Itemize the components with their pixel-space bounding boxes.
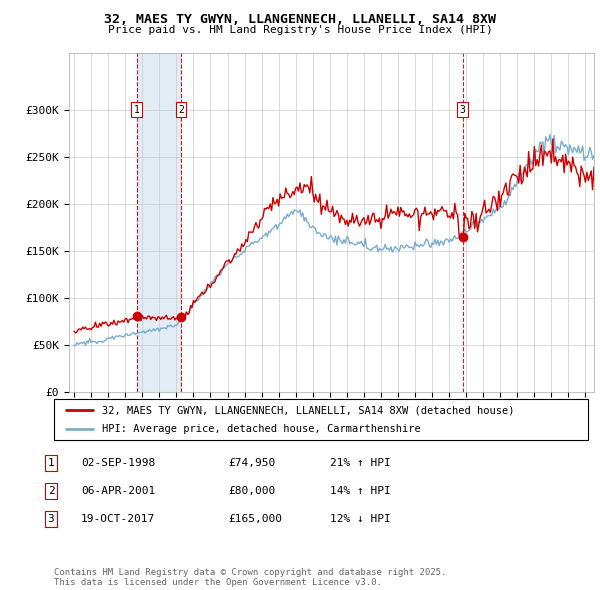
Text: 2: 2 [47,486,55,496]
Text: 12% ↓ HPI: 12% ↓ HPI [330,514,391,524]
Text: Contains HM Land Registry data © Crown copyright and database right 2025.
This d: Contains HM Land Registry data © Crown c… [54,568,446,587]
Text: 3: 3 [460,104,466,114]
Text: 06-APR-2001: 06-APR-2001 [81,486,155,496]
Text: 2: 2 [178,104,184,114]
Text: 02-SEP-1998: 02-SEP-1998 [81,458,155,468]
Text: £80,000: £80,000 [228,486,275,496]
Text: 19-OCT-2017: 19-OCT-2017 [81,514,155,524]
Text: £165,000: £165,000 [228,514,282,524]
Text: 21% ↑ HPI: 21% ↑ HPI [330,458,391,468]
Text: 32, MAES TY GWYN, LLANGENNECH, LLANELLI, SA14 8XW (detached house): 32, MAES TY GWYN, LLANGENNECH, LLANELLI,… [102,405,515,415]
Text: 32, MAES TY GWYN, LLANGENNECH, LLANELLI, SA14 8XW: 32, MAES TY GWYN, LLANGENNECH, LLANELLI,… [104,13,496,26]
Text: Price paid vs. HM Land Registry's House Price Index (HPI): Price paid vs. HM Land Registry's House … [107,25,493,35]
Text: 1: 1 [47,458,55,468]
Text: 14% ↑ HPI: 14% ↑ HPI [330,486,391,496]
FancyBboxPatch shape [54,399,588,440]
Text: 3: 3 [47,514,55,524]
Bar [137,53,181,392]
Text: £74,950: £74,950 [228,458,275,468]
Text: 1: 1 [134,104,140,114]
Text: HPI: Average price, detached house, Carmarthenshire: HPI: Average price, detached house, Carm… [102,424,421,434]
